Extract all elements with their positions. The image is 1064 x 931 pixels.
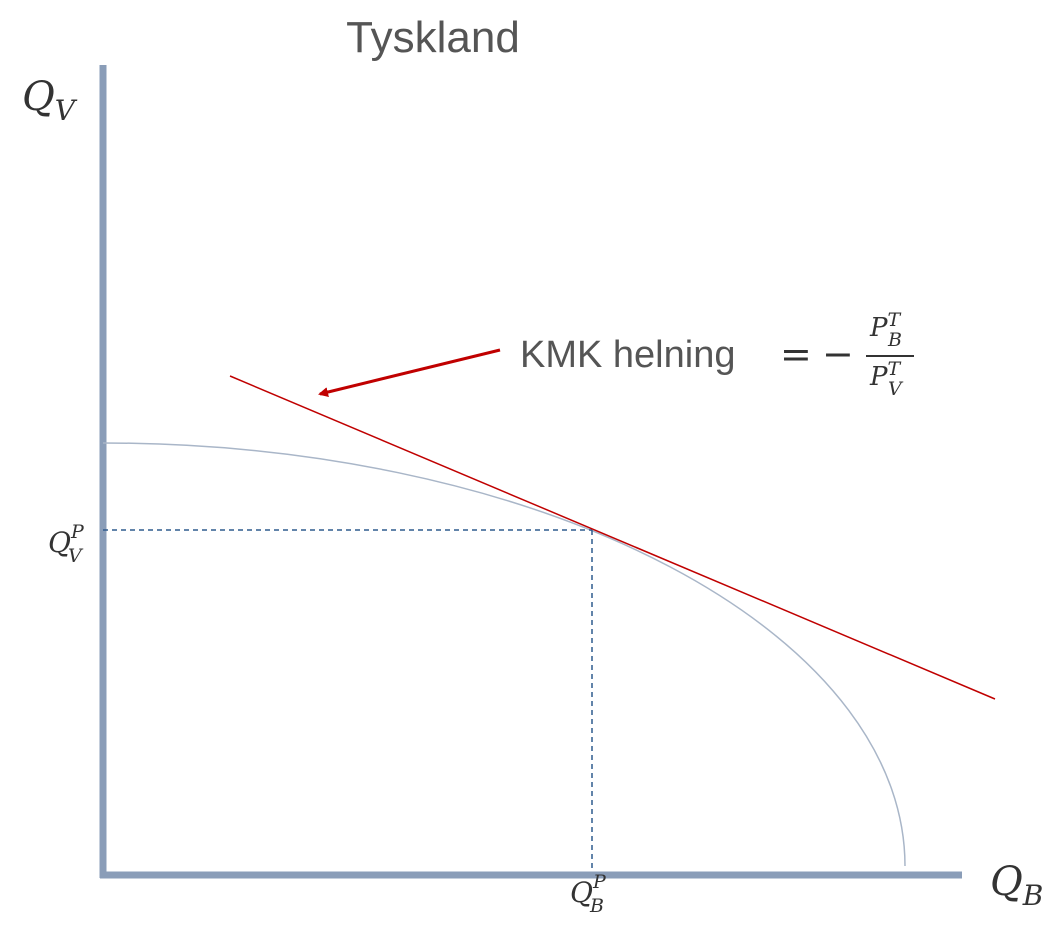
arrow — [318, 348, 501, 397]
label-sub: V — [55, 94, 78, 127]
label-base: Q — [990, 859, 1023, 905]
label-sub: B — [887, 329, 902, 351]
label-sup: P — [70, 521, 85, 543]
ppf-curve — [102, 442, 906, 867]
label-base: P — [869, 362, 888, 392]
label-base: Q — [48, 526, 71, 559]
label-base: Q — [570, 876, 593, 909]
label-sup: P — [592, 871, 607, 893]
label-sub: V — [68, 545, 84, 567]
label-base: Q — [22, 74, 55, 120]
label-sup: T — [888, 309, 902, 331]
label-base: P — [869, 313, 888, 343]
fraction-numerator: PT B — [869, 309, 902, 351]
annotation-equals: = — [780, 332, 812, 376]
annotation-text: KMK helning — [520, 334, 735, 376]
title: Tyskland — [346, 13, 520, 62]
tangent-line — [229, 375, 996, 700]
label-sub: B — [589, 895, 604, 917]
annotation-minus: − — [822, 332, 854, 376]
label-sup: T — [888, 358, 902, 380]
label-sub: V — [888, 378, 904, 400]
fraction-denominator: PT V — [869, 358, 904, 400]
label-sub: B — [1022, 879, 1044, 912]
y-point-label: QP V — [48, 521, 85, 567]
x-point-label: QP B — [570, 871, 607, 917]
y-axis-label: QV — [22, 74, 78, 127]
x-axis-label: QB — [990, 859, 1043, 912]
